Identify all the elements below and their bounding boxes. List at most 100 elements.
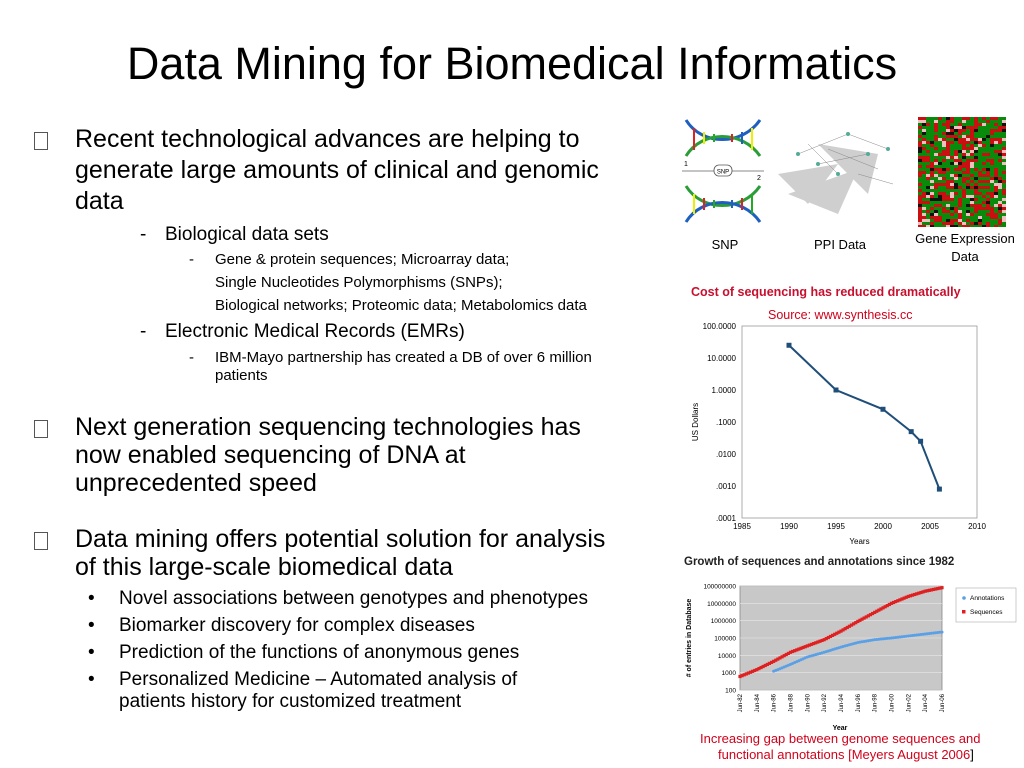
cost-x-tick-label: 1985	[733, 522, 751, 531]
growth-y-tick-label: 1000	[722, 670, 737, 677]
growth-annotations-point	[940, 630, 944, 634]
growth-sequences-point	[929, 588, 934, 592]
legend-annotations-marker	[962, 596, 966, 600]
growth-x-tick-label: Jun-02	[906, 693, 912, 712]
growth-sequences-point	[839, 629, 843, 633]
growth-y-tick-label: 10000	[718, 653, 736, 660]
growth-sequences-point	[879, 607, 883, 611]
growth-sequences-point	[755, 668, 759, 672]
growth-sequences-point	[757, 666, 761, 671]
sub-bullet-biological: Biological data sets	[165, 224, 329, 245]
growth-sequences-point	[761, 664, 765, 669]
growth-sequences-point	[900, 597, 904, 601]
ppi-label: PPI Data	[813, 237, 867, 252]
sub-item-line: Gene & protein sequences; Microarray dat…	[215, 251, 510, 268]
growth-sequences-point	[791, 649, 795, 654]
growth-sequences-point	[921, 590, 925, 594]
growth-sequences-point	[923, 589, 927, 593]
growth-y-tick-label: 10000000	[707, 601, 736, 608]
growth-x-tick-label: Jun-96	[856, 693, 862, 712]
slide-title: Data Mining for Biomedical Informatics	[126, 38, 898, 89]
growth-sequences-point	[774, 658, 778, 662]
emr-item-line1: IBM-Mayo partnership has created a DB of…	[215, 349, 592, 366]
dot-marker: •	[88, 615, 95, 636]
dash-marker: -	[189, 251, 194, 268]
cost-chart-source: Source: www.synthesis.cc	[768, 308, 913, 322]
growth-sequences-point	[786, 651, 790, 656]
growth-sequences-point	[894, 600, 898, 604]
growth-sequences-point	[784, 652, 788, 657]
cost-chart: 100.0000 10.0000 1.0000 .1000 .0100 .0010 .000…	[691, 322, 986, 546]
growth-y-axis-label: # of entries in Database	[686, 599, 693, 678]
growth-sequences-point	[835, 631, 839, 635]
cost-data-point	[918, 438, 924, 444]
growth-x-tick-label: Jun-88	[789, 693, 795, 712]
growth-sequences-point	[738, 674, 742, 679]
cost-y-axis-label: US Dollars	[691, 403, 700, 441]
cost-data-point	[833, 387, 839, 393]
growth-sequences-point	[744, 672, 748, 676]
cost-chart-title: Cost of sequencing has reduced dramatica…	[691, 285, 961, 299]
growth-sequences-point	[812, 641, 816, 646]
bullet3-item: Personalized Medicine – Automated analys…	[119, 669, 518, 690]
bullet3-item: Prediction of the functions of anonymous…	[119, 642, 520, 663]
growth-sequences-point	[849, 623, 854, 627]
dot-marker: •	[88, 642, 95, 663]
growth-sequences-point	[902, 596, 906, 600]
snp-dna-image: SNP 1 2	[682, 119, 764, 223]
cost-x-tick-label: 2000	[874, 522, 892, 531]
dot-marker: •	[88, 588, 95, 609]
growth-sequences-point	[883, 605, 887, 609]
growth-y-tick-label: 1000000	[711, 618, 737, 625]
ppi-network-image	[778, 132, 894, 214]
growth-sequences-point	[788, 650, 793, 654]
cost-x-tick-label: 2010	[968, 522, 986, 531]
sub-bullet-emr: Electronic Medical Records (EMRs)	[165, 321, 465, 342]
cost-y-tick-label: .0001	[716, 514, 737, 523]
bullet-box-icon	[34, 420, 48, 438]
growth-sequences-point	[795, 648, 799, 652]
growth-sequences-point	[797, 647, 801, 651]
growth-sequences-point	[807, 643, 812, 647]
growth-sequences-point	[830, 633, 835, 637]
footer-citation: Meyers August 2006	[851, 747, 971, 762]
growth-x-tick-label: Jun-86	[772, 693, 778, 712]
growth-sequences-point	[742, 673, 746, 677]
growth-sequences-point	[862, 616, 866, 620]
growth-sequences-point	[881, 606, 885, 610]
growth-sequences-point	[841, 628, 845, 632]
legend-sequences-label: Sequences	[970, 609, 1003, 616]
growth-sequences-point	[843, 627, 847, 631]
growth-sequences-point	[854, 621, 858, 625]
growth-sequences-point	[759, 665, 763, 670]
growth-sequences-point	[877, 608, 881, 612]
bullet3-item: Novel associations between genotypes and…	[119, 588, 588, 609]
gene-expression-heatmap-image	[918, 117, 1006, 227]
growth-sequences-point	[780, 655, 784, 659]
growth-sequences-point	[799, 646, 803, 650]
growth-sequences-point	[873, 610, 877, 614]
cost-data-point	[880, 406, 886, 412]
cost-x-tick-label: 2005	[921, 522, 939, 531]
sub-item-line: Single Nucleotides Polymorphisms (SNPs);	[215, 274, 503, 291]
growth-sequences-point	[913, 592, 917, 597]
growth-sequences-point	[803, 645, 807, 649]
cost-y-tick-label: 100.0000	[703, 322, 737, 331]
growth-x-tick-label: Jun-06	[940, 693, 946, 712]
cost-x-tick-label: 1995	[827, 522, 845, 531]
bullet1-line2: generate large amounts of clinical and g…	[75, 156, 599, 184]
growth-sequences-point	[793, 649, 797, 653]
growth-chart-title: Growth of sequences and annotations sinc…	[684, 556, 955, 568]
bullet3-line1: Data mining offers potential solution fo…	[75, 525, 606, 553]
growth-legend	[955, 587, 1017, 623]
growth-sequences-point	[845, 625, 849, 630]
growth-sequences-point	[740, 674, 744, 678]
growth-sequences-point	[837, 630, 841, 634]
growth-sequences-point	[866, 614, 870, 618]
dash-marker: -	[189, 349, 194, 366]
growth-sequences-point	[847, 624, 852, 628]
growth-sequences-point	[915, 592, 919, 596]
cost-x-tick-label: 1990	[780, 522, 798, 531]
growth-x-axis-label: Year	[833, 725, 848, 732]
cost-y-tick-label: 10.0000	[707, 354, 736, 363]
